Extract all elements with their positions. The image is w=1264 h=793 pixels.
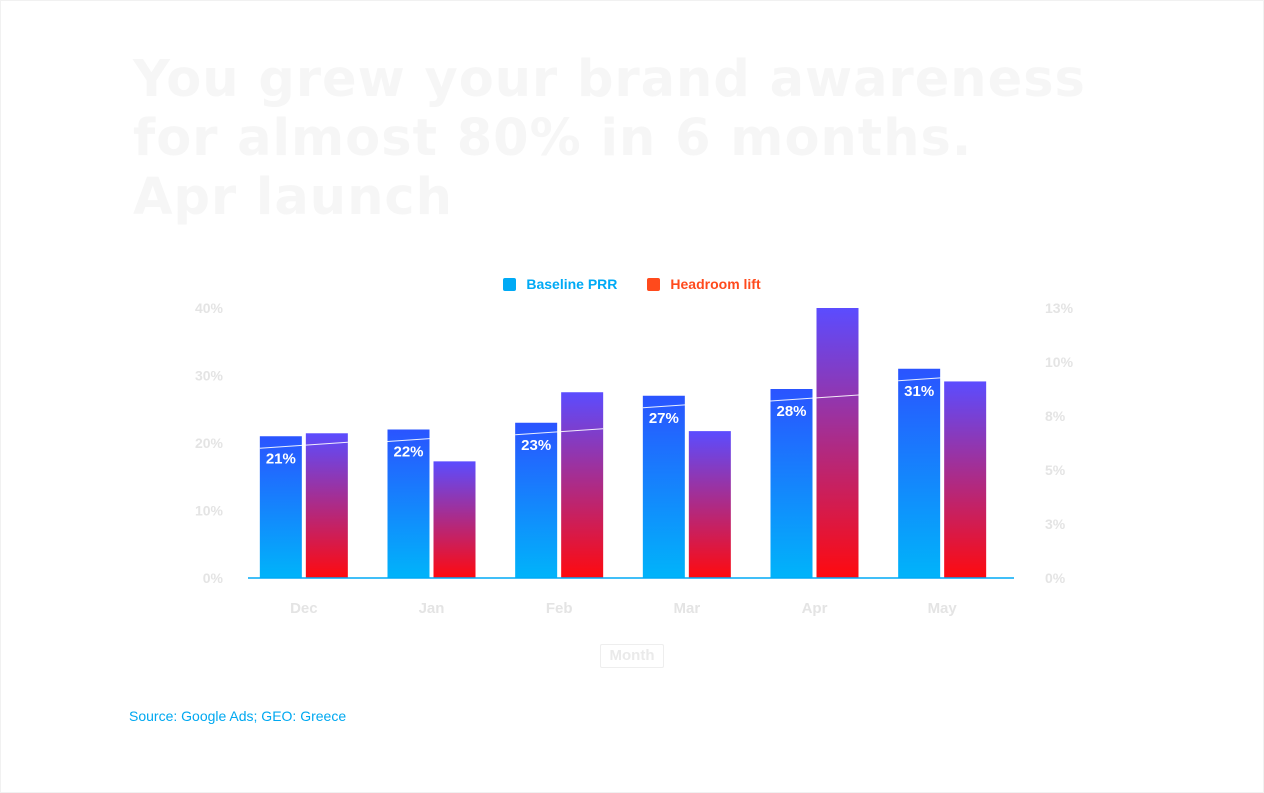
x-tick-label-dec: Dec	[290, 600, 318, 617]
data-label-mar: 27%	[649, 410, 679, 427]
headline: You grew your brand awareness for almost…	[133, 50, 1173, 227]
chart-legend: Baseline PRR Headroom lift	[0, 274, 1264, 294]
bar-headroom-apr	[816, 308, 859, 578]
bar-headroom-may	[944, 381, 987, 578]
bar-headroom-jan	[433, 461, 476, 578]
legend-swatch-baseline	[503, 277, 517, 291]
y-left-tick-label: 10%	[195, 503, 224, 519]
trend-segment-feb	[515, 428, 604, 436]
x-tick-label-mar: Mar	[673, 600, 700, 617]
bar-baseline-mar	[642, 395, 685, 578]
y-right-tick-label: 0%	[1045, 570, 1066, 586]
trend-segment-dec	[259, 441, 348, 449]
data-label-dec: 21%	[266, 450, 296, 467]
bar-headroom-dec	[305, 433, 348, 578]
bar-headroom-feb	[561, 392, 604, 578]
trend-segment-mar	[642, 401, 731, 409]
x-tick-label-apr: Apr	[802, 600, 828, 617]
x-tick-label-may: May	[928, 600, 958, 617]
source-note: Source: Google Ads; GEO: Greece	[129, 708, 347, 724]
legend-label-headroom: Headroom lift	[670, 276, 761, 292]
legend-item-baseline[interactable]: Baseline PRR	[503, 274, 617, 294]
legend-item-headroom[interactable]: Headroom lift	[647, 274, 761, 294]
y-right-tick-label: 13%	[1045, 300, 1074, 316]
data-label-jan: 22%	[393, 444, 423, 461]
bar-baseline-feb	[515, 422, 558, 578]
y-left-tick-label: 0%	[203, 570, 224, 586]
trend-segment-apr	[770, 394, 859, 402]
bar-headroom-mar	[688, 431, 731, 578]
headline-line-2: for almost 80% in 6 months.	[133, 109, 973, 168]
bar-baseline-may	[898, 368, 941, 578]
headline-line-3: Apr launch	[133, 168, 453, 227]
headline-line-1: You grew your brand awareness	[133, 50, 1086, 109]
y-left-tick-label: 30%	[195, 368, 224, 384]
trend-segment-may	[898, 374, 987, 382]
x-tick-label-feb: Feb	[546, 600, 573, 617]
x-tick-label-jan: Jan	[419, 600, 445, 617]
y-right-tick-label: 3%	[1045, 516, 1066, 532]
bar-baseline-apr	[770, 389, 813, 578]
y-right-tick-label: 10%	[1045, 354, 1074, 370]
y-right-tick-label: 5%	[1045, 462, 1066, 478]
y-left-tick-label: 40%	[195, 300, 224, 316]
x-axis-title: Month	[600, 644, 664, 668]
data-label-feb: 23%	[521, 437, 551, 454]
bar-baseline-dec	[259, 436, 302, 578]
data-label-may: 31%	[904, 383, 934, 400]
trend-segment-jan	[387, 435, 476, 442]
legend-swatch-headroom	[647, 277, 661, 291]
legend-label-baseline: Baseline PRR	[526, 276, 618, 292]
y-left-tick-label: 20%	[195, 435, 224, 451]
data-label-apr: 28%	[776, 403, 806, 420]
bar-baseline-jan	[387, 429, 430, 578]
y-right-tick-label: 8%	[1045, 408, 1066, 424]
